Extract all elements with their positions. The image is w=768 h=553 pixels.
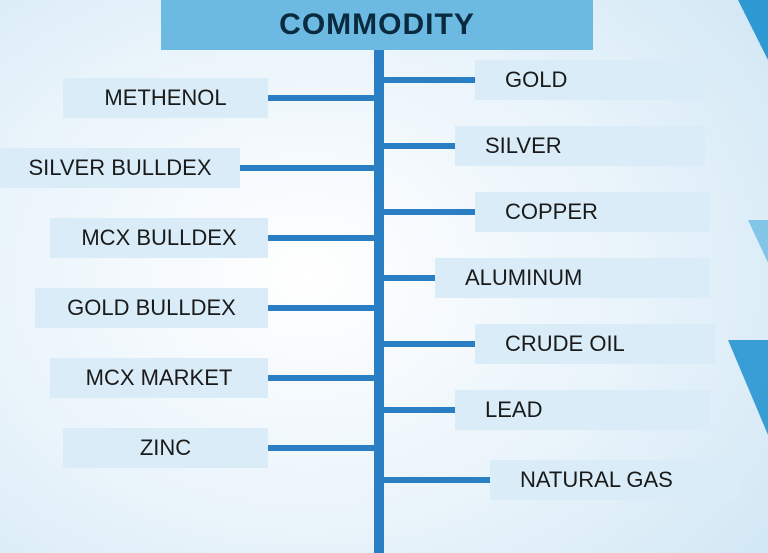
left-connector xyxy=(240,165,374,171)
left-node: SILVER BULLDEX xyxy=(0,148,240,188)
right-connector xyxy=(384,209,475,215)
right-connector xyxy=(384,77,475,83)
right-connector xyxy=(384,477,490,483)
right-connector xyxy=(384,143,455,149)
left-node: MCX MARKET xyxy=(50,358,268,398)
left-node: METHENOL xyxy=(63,78,268,118)
right-node: ALUMINUM xyxy=(435,258,710,298)
left-connector xyxy=(268,375,374,381)
spine xyxy=(374,50,384,553)
right-node: SILVER xyxy=(455,126,705,166)
right-connector xyxy=(384,407,455,413)
right-node: NATURAL GAS xyxy=(490,460,740,500)
decor-triangle-4 xyxy=(728,340,768,553)
right-node: COPPER xyxy=(475,192,710,232)
right-connector xyxy=(384,275,435,281)
decor-triangle-2 xyxy=(718,0,768,300)
left-node: MCX BULLDEX xyxy=(50,218,268,258)
decor-triangle-3 xyxy=(748,220,768,520)
left-connector xyxy=(268,95,374,101)
right-connector xyxy=(384,341,475,347)
right-node: GOLD xyxy=(475,60,705,100)
left-connector xyxy=(268,305,374,311)
header-title: COMMODITY xyxy=(161,0,593,50)
left-node: GOLD BULLDEX xyxy=(35,288,268,328)
right-node: CRUDE OIL xyxy=(475,324,715,364)
left-node: ZINC xyxy=(63,428,268,468)
left-connector xyxy=(268,235,374,241)
decor-triangle-1 xyxy=(738,0,768,270)
right-node: LEAD xyxy=(455,390,710,430)
left-connector xyxy=(268,445,374,451)
